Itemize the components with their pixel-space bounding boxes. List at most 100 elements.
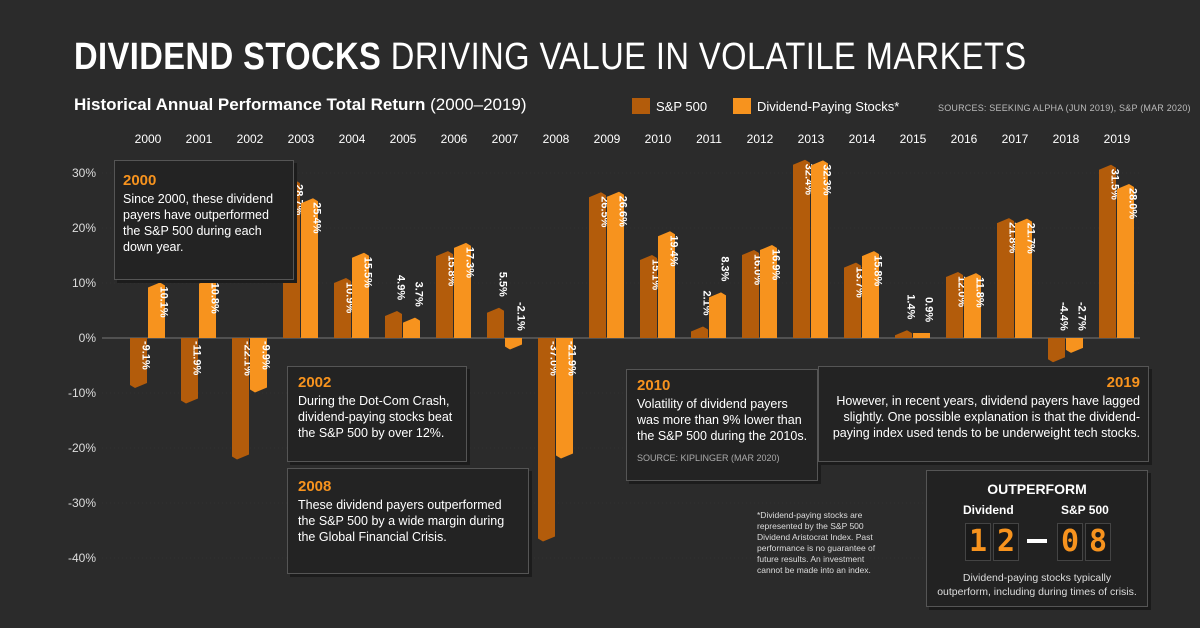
x-tick-label: 2001 (186, 132, 213, 146)
bar (691, 326, 708, 338)
legend-dividend-label: Dividend-Paying Stocks* (757, 98, 900, 114)
callout-2019-year: 2019 (1106, 374, 1140, 391)
x-tick-label: 2005 (390, 132, 417, 146)
bar (1066, 338, 1083, 353)
bar (1117, 184, 1134, 338)
bar (607, 191, 624, 338)
legend-sp500: S&P 500 (632, 98, 707, 114)
data-label: 11.8% (974, 277, 986, 308)
x-tick-label: 2014 (849, 132, 876, 146)
data-label: -11.9% (191, 341, 203, 375)
data-label: 1.4% (905, 294, 917, 319)
data-label: -2.1% (515, 302, 527, 331)
bar (130, 338, 147, 389)
y-tick-label: 20% (72, 221, 96, 235)
data-label: 16.9% (770, 249, 782, 280)
sources: SOURCES: SEEKING ALPHA (JUN 2019), S&P (… (938, 103, 1191, 113)
data-label: 10.8% (209, 283, 221, 314)
bar (505, 338, 522, 350)
x-tick-label: 2018 (1053, 132, 1080, 146)
scoreboard-sp-label: S&P 500 (1061, 503, 1109, 517)
scoreboard-sp-digit: 0 (1057, 523, 1083, 561)
data-label: 4.9% (395, 275, 407, 300)
bar (793, 159, 810, 338)
data-label: -21.9% (566, 341, 578, 376)
legend-sp500-swatch (632, 98, 650, 114)
y-tick-label: 0% (79, 331, 97, 345)
data-label: 21.7% (1025, 223, 1037, 254)
bar (709, 292, 726, 338)
data-label: -4.4% (1058, 302, 1070, 331)
bar (199, 278, 216, 338)
bar (1015, 218, 1032, 338)
x-tick-label: 2004 (339, 132, 366, 146)
scoreboard-sp-digit: 8 (1085, 523, 1111, 561)
legend-dividend-swatch (733, 98, 751, 114)
bar (385, 311, 402, 338)
data-label: 32.3% (821, 164, 833, 195)
data-label: -2.7% (1076, 302, 1088, 331)
bar (760, 245, 777, 338)
y-tick-label: -30% (68, 496, 96, 510)
data-label: 8.3% (719, 256, 731, 281)
bar (946, 272, 963, 338)
y-tick-label: 30% (72, 166, 96, 180)
data-label: 28.0% (1127, 188, 1139, 219)
x-tick-label: 2015 (900, 132, 927, 146)
scoreboard-dividend-digit: 2 (993, 523, 1019, 561)
data-label: 17.3% (464, 247, 476, 278)
x-tick-label: 2016 (951, 132, 978, 146)
x-tick-label: 2002 (237, 132, 264, 146)
x-tick-label: 2003 (288, 132, 315, 146)
data-label: 10.1% (158, 286, 170, 317)
bar (640, 254, 657, 338)
x-tick-label: 2000 (135, 132, 162, 146)
bar (658, 231, 675, 338)
scoreboard-dividend-label: Dividend (963, 503, 1014, 517)
bar (1099, 164, 1116, 338)
callout-2002-year: 2002 (298, 374, 332, 391)
y-tick-label: -20% (68, 441, 96, 455)
bar (436, 251, 453, 338)
x-tick-label: 2011 (696, 132, 722, 146)
x-tick-label: 2010 (645, 132, 672, 146)
x-tick-label: 2013 (798, 132, 825, 146)
callout-2002: 2002 During the Dot-Com Crash, dividend-… (287, 366, 467, 462)
bar (403, 317, 420, 338)
page-title: DIVIDEND STOCKS DRIVING VALUE IN VOLATIL… (74, 36, 1027, 79)
scoreboard-title: OUTPERFORM (987, 481, 1087, 497)
y-tick-label: 10% (72, 276, 96, 290)
data-label: 0.9% (923, 297, 935, 322)
title-bold: DIVIDEND STOCKS (74, 36, 382, 78)
callout-2010-text: Volatility of dividend payers was more t… (637, 397, 808, 443)
data-label: 15.8% (872, 255, 884, 286)
title-light: DRIVING VALUE IN VOLATILE MARKETS (381, 36, 1027, 78)
footnote: *Dividend-paying stocks are represented … (757, 510, 876, 575)
bar (556, 338, 573, 459)
bar (862, 251, 879, 338)
bar (589, 192, 606, 338)
scoreboard-dividend-digit: 1 (965, 523, 991, 561)
bar (811, 160, 828, 338)
y-tick-label: -40% (68, 551, 96, 565)
x-tick-label: 2009 (594, 132, 621, 146)
data-label: 26.6% (617, 196, 629, 227)
x-tick-label: 2017 (1002, 132, 1029, 146)
data-label: -9.1% (140, 341, 152, 370)
y-tick-label: -10% (68, 386, 96, 400)
bar (964, 273, 981, 338)
bar (997, 218, 1014, 338)
bar (1048, 338, 1065, 363)
callout-2000-year: 2000 (123, 172, 157, 189)
callout-2008: 2008 These dividend payers outperformed … (287, 468, 529, 574)
subtitle-light: (2000–2019) (425, 95, 527, 114)
subtitle-bold: Historical Annual Performance Total Retu… (74, 95, 426, 114)
scoreboard-caption: Dividend-paying stocks typically outperf… (937, 572, 1137, 598)
bar (742, 250, 759, 338)
callout-2010: 2010 Volatility of dividend payers was m… (626, 369, 818, 481)
bar (895, 330, 912, 338)
bar (844, 262, 861, 338)
legend-sp500-label: S&P 500 (656, 98, 708, 114)
x-tick-label: 2006 (441, 132, 468, 146)
